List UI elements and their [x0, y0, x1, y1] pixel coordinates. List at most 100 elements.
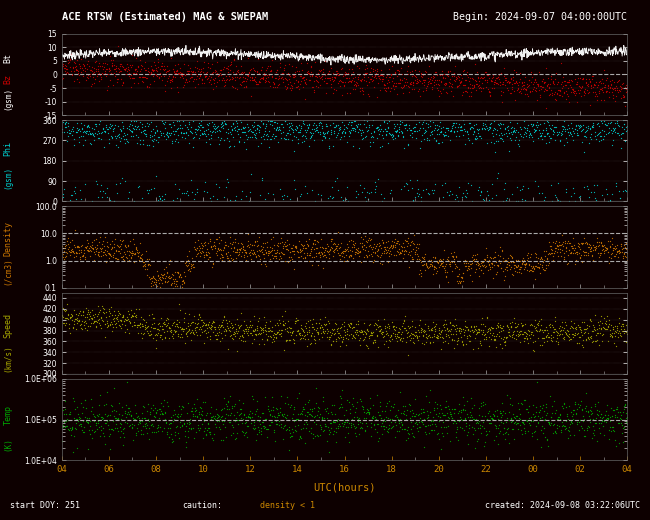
- Point: [556, 131, 566, 139]
- Point: [163, 260, 174, 268]
- Point: [373, 420, 384, 428]
- Point: [268, 118, 279, 126]
- Point: [187, 176, 197, 185]
- Point: [73, 414, 84, 423]
- Point: [292, 394, 302, 402]
- Point: [96, 75, 106, 83]
- Point: [163, 424, 174, 432]
- Point: [439, 265, 450, 274]
- Point: [250, 330, 260, 338]
- Point: [439, 410, 450, 419]
- Point: [447, 72, 458, 81]
- Point: [421, 85, 432, 94]
- Point: [251, 80, 261, 88]
- Point: [183, 76, 194, 85]
- Point: [90, 413, 100, 421]
- Point: [197, 407, 207, 415]
- Point: [417, 118, 428, 126]
- Point: [562, 326, 572, 334]
- Point: [385, 87, 395, 96]
- Point: [174, 131, 184, 139]
- Point: [400, 236, 410, 244]
- Point: [260, 126, 270, 135]
- Point: [562, 330, 572, 339]
- Point: [614, 86, 624, 94]
- Point: [373, 437, 384, 445]
- Point: [66, 131, 77, 139]
- Point: [337, 249, 348, 257]
- Point: [344, 398, 355, 407]
- Point: [341, 325, 352, 333]
- Point: [346, 330, 356, 339]
- Point: [619, 402, 630, 410]
- Point: [520, 89, 530, 98]
- Point: [596, 132, 606, 140]
- Point: [213, 126, 224, 135]
- Point: [64, 320, 74, 328]
- Point: [395, 324, 406, 333]
- Point: [575, 83, 585, 91]
- Point: [213, 321, 224, 329]
- Point: [573, 249, 584, 257]
- Point: [415, 316, 425, 324]
- Point: [301, 237, 311, 245]
- Point: [167, 411, 177, 419]
- Point: [151, 427, 161, 436]
- Point: [557, 246, 567, 254]
- Point: [616, 415, 627, 423]
- Point: [583, 408, 593, 416]
- Point: [612, 326, 622, 334]
- Point: [133, 420, 144, 428]
- Point: [348, 124, 359, 132]
- Point: [218, 244, 229, 252]
- Point: [375, 253, 385, 261]
- Point: [191, 125, 202, 133]
- Point: [228, 335, 239, 343]
- Point: [506, 88, 517, 97]
- Point: [568, 244, 578, 253]
- Point: [468, 129, 478, 138]
- Point: [122, 316, 132, 324]
- Point: [112, 143, 123, 151]
- Point: [223, 61, 233, 70]
- Point: [129, 79, 140, 87]
- Point: [275, 63, 285, 71]
- Point: [493, 322, 504, 330]
- Point: [402, 328, 413, 336]
- Point: [422, 407, 432, 415]
- Point: [142, 323, 152, 331]
- Point: [311, 76, 322, 84]
- Point: [343, 120, 353, 128]
- Point: [505, 134, 515, 142]
- Point: [203, 124, 214, 133]
- Point: [285, 253, 296, 262]
- Point: [236, 309, 246, 318]
- Point: [430, 75, 440, 84]
- Point: [107, 134, 117, 142]
- Point: [598, 330, 608, 338]
- Point: [613, 128, 623, 137]
- Point: [81, 404, 91, 412]
- Point: [260, 259, 270, 268]
- Point: [608, 406, 618, 414]
- Point: [326, 424, 336, 433]
- Point: [581, 324, 592, 333]
- Point: [70, 226, 80, 234]
- Point: [390, 122, 400, 130]
- Point: [578, 417, 588, 425]
- Point: [534, 126, 545, 134]
- Point: [266, 245, 277, 254]
- Point: [96, 252, 107, 260]
- Point: [233, 320, 243, 329]
- Point: [488, 414, 498, 423]
- Point: [452, 197, 463, 205]
- Point: [560, 127, 570, 135]
- Point: [222, 405, 233, 413]
- Point: [313, 83, 323, 91]
- Point: [152, 67, 162, 75]
- Point: [431, 422, 441, 431]
- Point: [425, 386, 436, 394]
- Point: [92, 241, 102, 249]
- Point: [566, 418, 577, 426]
- Point: [127, 127, 138, 136]
